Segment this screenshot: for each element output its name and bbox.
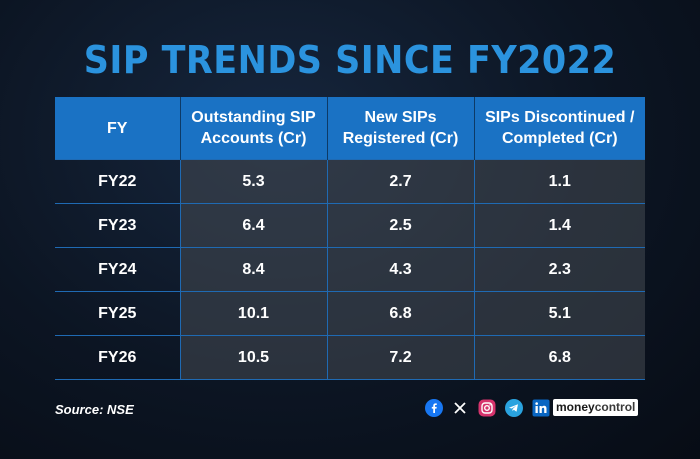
telegram-icon[interactable]	[505, 399, 523, 417]
page-title: SIP TRENDS SINCE FY2022	[83, 38, 617, 82]
header-new-sips: New SIPs Registered (Cr)	[326, 97, 474, 160]
source-note: Source: NSE	[55, 402, 134, 417]
table-cell: 4.3	[326, 247, 474, 292]
table-row: FY23 6.4 2.5 1.4	[55, 203, 645, 248]
table-cell: 1.4	[473, 203, 645, 248]
table-row: FY22 5.3 2.7 1.1	[55, 159, 645, 204]
moneycontrol-logo[interactable]: moneycontrol	[553, 399, 639, 416]
table-cell: 6.4	[179, 203, 327, 248]
table-cell: 5.1	[473, 291, 645, 336]
table-cell: 10.5	[179, 335, 327, 380]
x-icon[interactable]	[451, 399, 469, 417]
table-cell: 6.8	[473, 335, 645, 380]
table-cell-fy: FY25	[55, 291, 180, 336]
facebook-icon[interactable]	[425, 399, 443, 417]
table-cell: 2.3	[473, 247, 645, 292]
instagram-icon[interactable]	[478, 399, 496, 417]
table-cell: 6.8	[326, 291, 474, 336]
table-row: FY24 8.4 4.3 2.3	[55, 247, 645, 292]
linkedin-icon[interactable]	[532, 399, 550, 417]
table-cell: 2.7	[326, 159, 474, 204]
table-cell: 10.1	[179, 291, 327, 336]
table-cell: 2.5	[326, 203, 474, 248]
table-row: FY26 10.5 7.2 6.8	[55, 335, 645, 380]
table-header-row: FY Outstanding SIP Accounts (Cr) New SIPs…	[55, 97, 645, 160]
header-outstanding: Outstanding SIP Accounts (Cr)	[179, 97, 327, 160]
table-cell: 8.4	[179, 247, 327, 292]
table-cell: 1.1	[473, 159, 645, 204]
table-row: FY25 10.1 6.8 5.1	[55, 291, 645, 336]
table-cell-fy: FY24	[55, 247, 180, 292]
sip-trends-table: FY Outstanding SIP Accounts (Cr) New SIPs…	[55, 97, 645, 380]
table-cell-fy: FY26	[55, 335, 180, 380]
table-cell-fy: FY23	[55, 203, 180, 248]
table-cell-fy: FY22	[55, 159, 180, 204]
table-cell: 5.3	[179, 159, 327, 204]
table-cell: 7.2	[326, 335, 474, 380]
header-fy: FY	[55, 97, 180, 160]
header-discontinued: SIPs Discontinued / Completed (Cr)	[473, 97, 645, 160]
